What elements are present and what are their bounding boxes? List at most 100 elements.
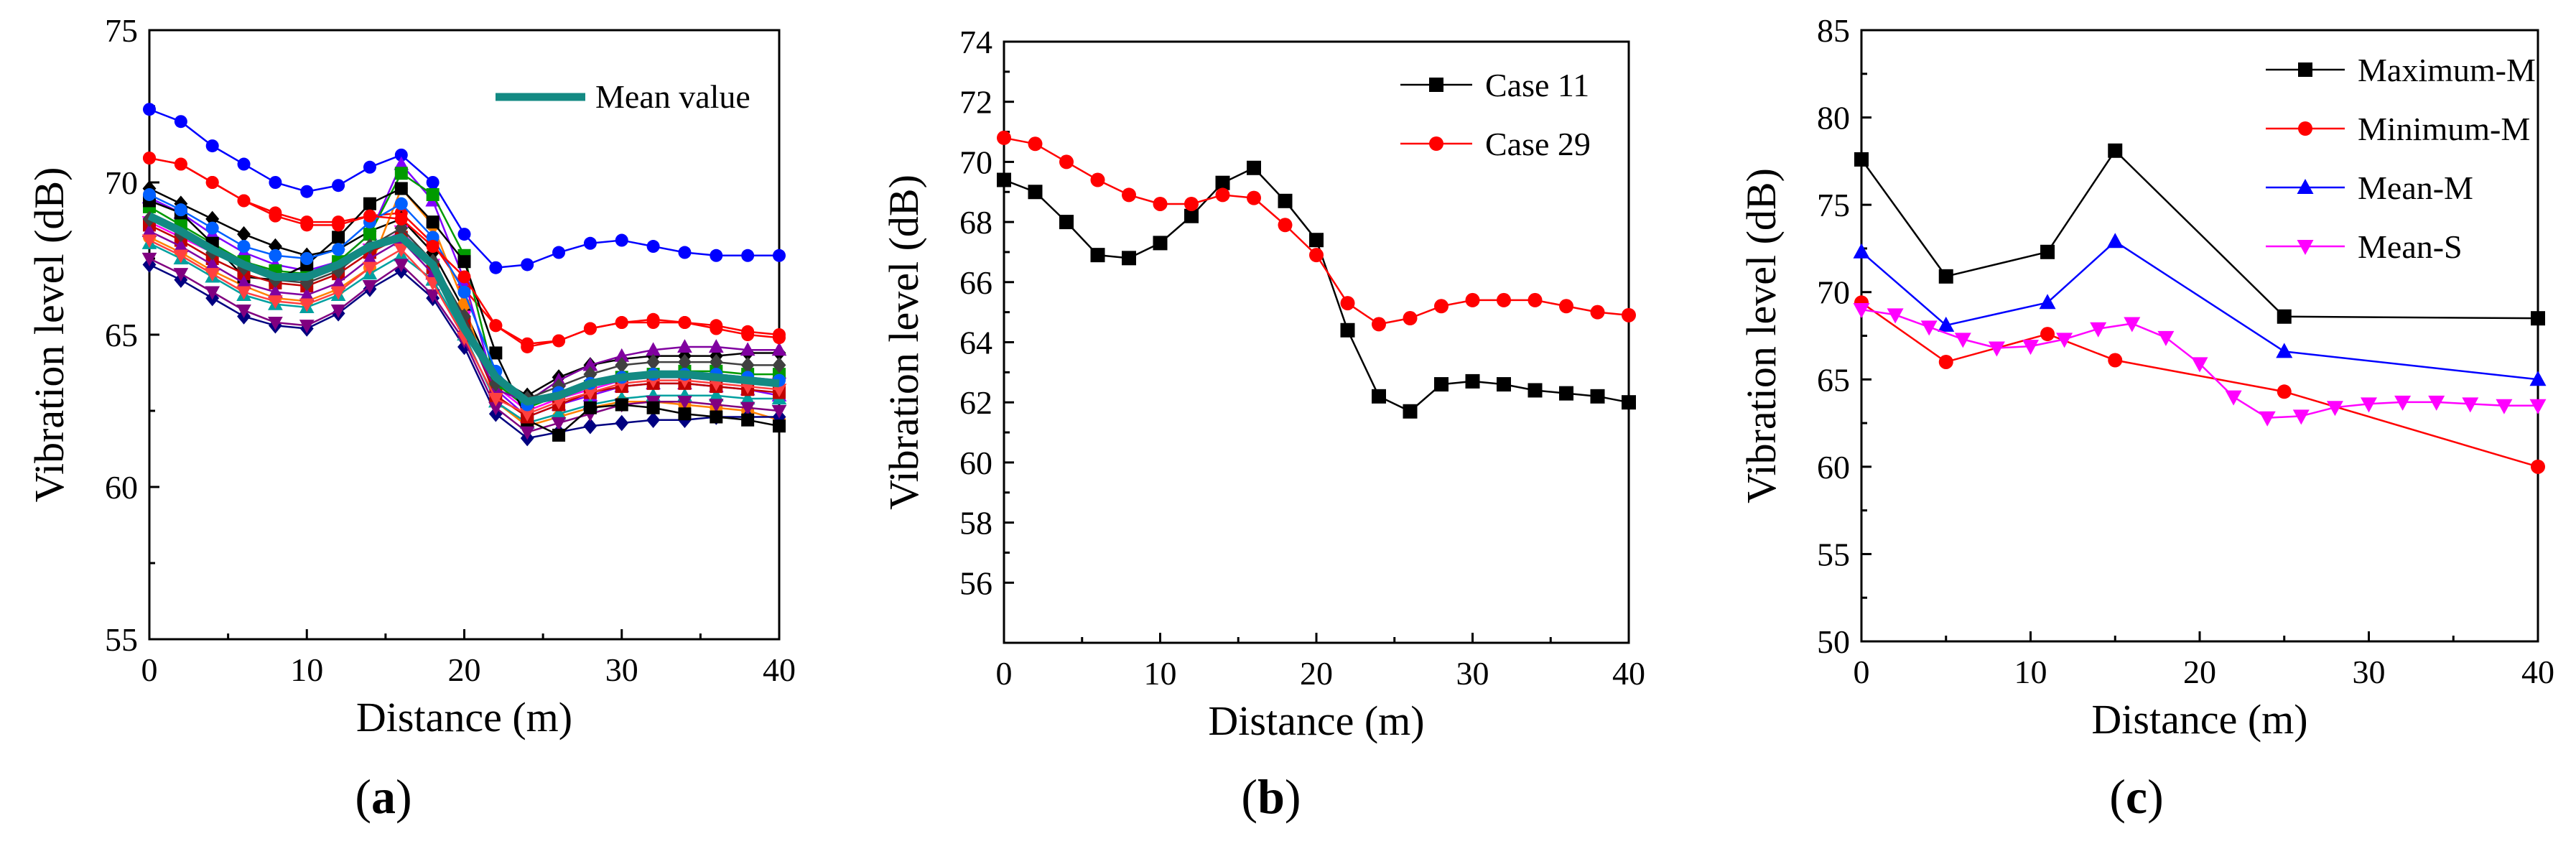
x-tick-label: 40 [1612,655,1645,692]
data-point [678,353,692,371]
series-case-1 [143,103,786,274]
data-point [615,357,629,373]
data-point [1090,248,1105,263]
data-point [615,233,628,247]
series-mean-m [1853,233,2547,386]
series-mean-s [1853,303,2547,427]
legend-label: Mean value [595,78,750,115]
data-point [2277,384,2292,399]
series-line [1860,149,2539,320]
data-point [551,406,567,420]
data-point [1887,308,1904,324]
x-tick-label: 0 [996,655,1013,692]
data-point [205,176,219,189]
data-point [521,258,534,271]
y-tick-label: 74 [959,24,992,60]
data-point [1465,373,1480,389]
data-point [646,342,661,356]
y-tick-label: 75 [1817,187,1850,223]
y-tick-label: 68 [959,204,992,241]
data-point [1028,136,1043,152]
y-tick-label: 50 [1817,623,1850,660]
series-mean-value [147,212,780,406]
y-tick-label: 60 [1817,449,1850,486]
y-tick-label: 70 [105,164,138,201]
data-point [1920,320,1938,336]
data-point [174,157,187,171]
data-point [332,243,345,256]
data-point [2090,322,2107,338]
data-point [268,284,283,298]
legend-label: Mean-S [2358,228,2463,265]
data-point [1372,317,1386,332]
data-point [1938,316,1955,332]
data-point [394,156,409,170]
data-point [646,353,661,371]
data-point [740,401,755,416]
data-point [615,398,628,412]
data-point [583,401,597,414]
legend-label: Mean-M [2358,170,2473,206]
data-point [236,275,251,289]
data-point [2040,327,2055,342]
data-point [2531,311,2545,326]
legend-label: Minimum-M [2358,111,2530,147]
data-point [1622,307,1636,322]
data-point [741,328,755,341]
data-point [141,223,157,237]
data-point [489,319,503,333]
data-point [1434,299,1449,314]
data-point [2108,143,2123,158]
data-point [1247,160,1261,175]
data-point [741,413,755,427]
data-point [1403,311,1418,326]
data-point [205,139,219,153]
series-line [1861,302,2539,468]
data-point [237,240,251,254]
data-point [300,218,314,232]
data-point [740,357,755,373]
data-point [1059,215,1074,230]
data-point [394,167,408,180]
data-point [457,255,471,269]
data-point [771,404,787,419]
data-point [363,160,376,174]
data-point [488,375,503,392]
data-point [678,246,692,259]
data-point [143,187,156,201]
data-point [300,185,314,198]
y-axis-label: Vibration level (dB) [26,167,73,503]
data-point [646,240,660,254]
series-line [147,212,780,406]
data-point [614,348,630,362]
data-point [708,399,724,413]
data-point [394,182,408,195]
caption-a-letter: a [371,769,396,824]
data-point [394,243,409,258]
data-point [2039,294,2056,310]
data-point [332,231,345,244]
data-point [519,408,535,422]
data-point [2056,333,2073,348]
data-point [330,304,346,318]
x-tick-label: 10 [290,651,323,688]
data-point [332,218,345,232]
y-tick-label: 70 [1817,274,1850,311]
y-axis-label: Vibration level (dB) [880,175,927,510]
x-tick-label: 40 [2521,654,2554,690]
data-point [1497,292,1511,307]
data-point [1122,187,1136,203]
data-point [646,401,660,414]
data-point [2124,317,2141,333]
y-tick-label: 62 [959,384,992,421]
data-point [2292,409,2310,425]
data-point [2394,395,2412,411]
x-tick-label: 20 [448,651,481,688]
data-point [771,342,787,356]
data-point [2225,390,2242,406]
data-point [773,331,786,345]
data-point [426,231,440,244]
data-point [710,322,723,335]
data-point [1403,404,1418,419]
